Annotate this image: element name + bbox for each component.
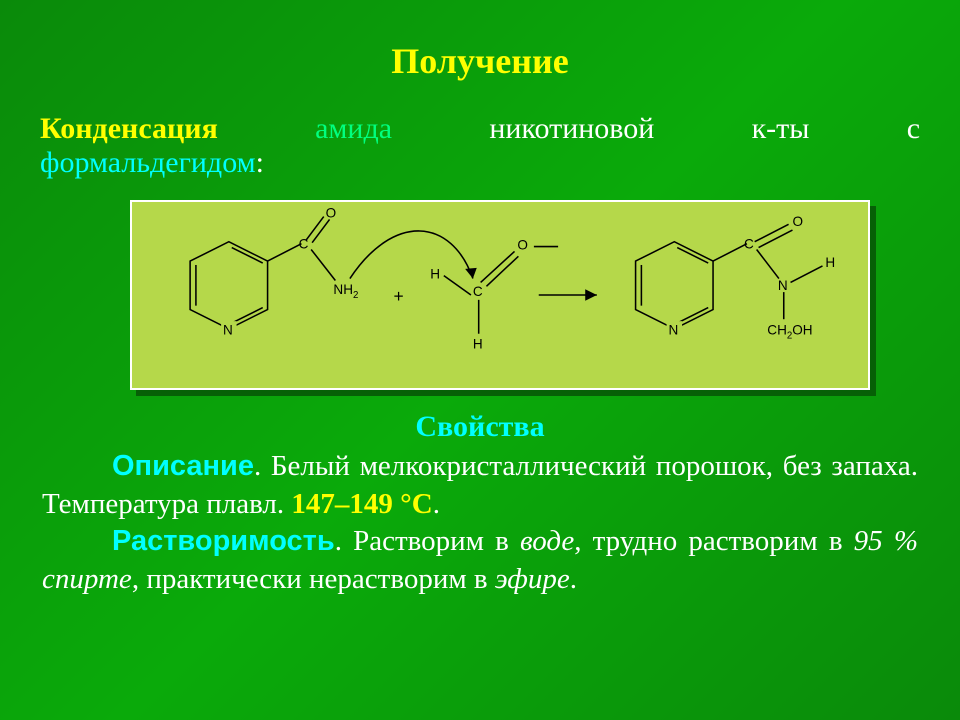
desc-label: Описание bbox=[112, 450, 254, 482]
reaction-diagram-container: N C O NH2 + C O H H N C O N H CH2OH bbox=[130, 200, 870, 390]
slide-title: Получение bbox=[30, 40, 930, 82]
reaction-arrow bbox=[539, 289, 597, 301]
atom-o-3: O bbox=[792, 214, 803, 229]
plus-sign: + bbox=[393, 286, 403, 306]
chemistry-svg: N C O NH2 + C O H H N C O N H CH2OH bbox=[132, 202, 868, 388]
solub-t3: , практически нерастворим в bbox=[132, 563, 495, 595]
molecule-formaldehyde bbox=[444, 247, 558, 334]
solub-ether: эфире bbox=[495, 563, 570, 595]
intro-word-1: Конденсация bbox=[40, 112, 218, 145]
solub-t1: . Растворим в bbox=[335, 525, 520, 557]
atom-c-3: C bbox=[744, 237, 754, 252]
mechanism-arrow bbox=[350, 231, 473, 279]
atom-o-2: O bbox=[517, 237, 528, 252]
intro-line: Конденсация амида никотиновой к-ты с фор… bbox=[30, 112, 930, 180]
solub-t4: . bbox=[570, 563, 577, 595]
atom-n-3: N bbox=[778, 278, 788, 293]
atom-o-1: O bbox=[326, 206, 337, 221]
reaction-diagram: N C O NH2 + C O H H N C O N H CH2OH bbox=[130, 200, 870, 390]
solub-label: Растворимость bbox=[112, 525, 335, 557]
atom-n-1: N bbox=[223, 323, 233, 338]
intro-word-3a: никотиновой bbox=[489, 112, 654, 145]
body-text: Описание. Белый мелкокристаллический пор… bbox=[30, 448, 930, 599]
atom-c-2: C bbox=[473, 284, 483, 299]
intro-word-4: формальдегидом bbox=[40, 146, 256, 179]
atom-ch2oh: CH2OH bbox=[767, 323, 812, 342]
intro-colon: : bbox=[256, 146, 264, 179]
properties-title: Свойства bbox=[30, 410, 930, 444]
molecule-nicotinamide bbox=[190, 217, 335, 337]
intro-word-3b: к-ты bbox=[752, 112, 810, 145]
desc-temp: 147–149 °С bbox=[291, 488, 432, 520]
molecule-product bbox=[636, 224, 823, 336]
atom-n-2: N bbox=[669, 323, 679, 338]
desc-dot: . bbox=[433, 488, 440, 520]
atom-h-2: H bbox=[473, 336, 483, 351]
atom-c-1: C bbox=[299, 237, 309, 252]
solub-water: воде bbox=[520, 525, 574, 557]
intro-word-3c: с bbox=[907, 112, 920, 145]
intro-word-2: амида bbox=[315, 112, 392, 145]
solub-t2: , трудно растворим в bbox=[574, 525, 853, 557]
atom-h-3: H bbox=[825, 255, 835, 270]
atom-h-1: H bbox=[430, 267, 440, 282]
atom-nh2: NH2 bbox=[333, 282, 358, 301]
